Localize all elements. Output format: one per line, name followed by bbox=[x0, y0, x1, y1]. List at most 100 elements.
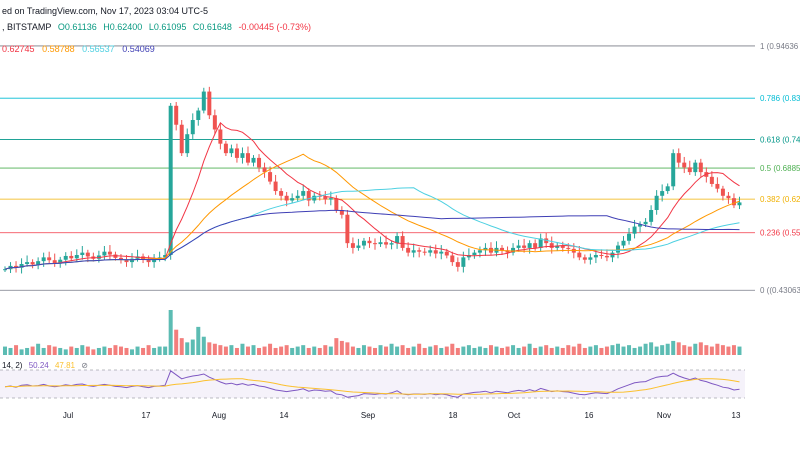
exchange-label: , BITSTAMP bbox=[2, 22, 52, 32]
candle-body bbox=[25, 262, 30, 264]
volume-bar bbox=[196, 326, 201, 355]
x-tick-label: 18 bbox=[449, 411, 458, 420]
volume-bar bbox=[433, 345, 438, 355]
rsi-legend: 14, 2) 50.24 47.81 ⊘ bbox=[2, 361, 92, 370]
volume-bar bbox=[709, 346, 714, 355]
candle-body bbox=[737, 202, 742, 206]
volume-bar bbox=[566, 345, 571, 355]
candle-body bbox=[671, 153, 676, 187]
volume-bar bbox=[682, 345, 687, 355]
volume-bar bbox=[130, 349, 135, 355]
volume-bar bbox=[52, 346, 57, 355]
candle-body bbox=[74, 255, 79, 259]
close-value: C0.61648 bbox=[192, 22, 232, 32]
volume-bar bbox=[627, 345, 632, 355]
candle-body bbox=[439, 251, 444, 254]
volume-bar bbox=[472, 347, 477, 355]
volume-bar bbox=[455, 347, 460, 355]
volume-bar bbox=[268, 343, 273, 355]
volume-bar bbox=[599, 347, 604, 355]
volume-bar bbox=[113, 345, 118, 355]
x-tick-label: Oct bbox=[508, 411, 521, 420]
ma1-value: 0.62745 bbox=[2, 44, 35, 54]
volume-bar bbox=[96, 347, 101, 355]
candle-body bbox=[511, 247, 516, 253]
candle-body bbox=[649, 210, 654, 222]
volume-bar bbox=[422, 347, 427, 355]
candle-body bbox=[593, 255, 598, 258]
volume-bar bbox=[417, 343, 422, 355]
volume-bar bbox=[141, 347, 146, 355]
volume-bar bbox=[163, 346, 168, 355]
candle-body bbox=[58, 259, 63, 264]
candle-body bbox=[549, 243, 554, 248]
candle-body bbox=[85, 252, 90, 257]
candle-body bbox=[118, 257, 123, 260]
candle-body bbox=[621, 240, 626, 246]
volume-bar bbox=[350, 346, 355, 355]
volume-bar bbox=[400, 345, 405, 355]
volume-bar bbox=[58, 347, 63, 355]
volume-bar bbox=[483, 347, 488, 355]
candle-body bbox=[461, 257, 466, 267]
candle-body bbox=[433, 250, 438, 254]
volume-bar bbox=[135, 346, 140, 355]
volume-bar bbox=[30, 346, 35, 355]
candle-body bbox=[378, 242, 383, 245]
volume-bar bbox=[500, 347, 505, 355]
volume-bar bbox=[477, 346, 482, 355]
rsi-hide-icon[interactable]: ⊘ bbox=[81, 361, 88, 370]
volume-bar bbox=[334, 338, 339, 355]
volume-bar bbox=[737, 346, 742, 355]
candle-body bbox=[477, 250, 482, 253]
volume-bar bbox=[262, 346, 267, 355]
volume-bar bbox=[555, 346, 560, 355]
x-tick-label: 17 bbox=[142, 411, 151, 420]
candle-body bbox=[615, 245, 620, 253]
candle-body bbox=[533, 243, 538, 248]
candle-body bbox=[3, 269, 7, 271]
candle-body bbox=[185, 134, 190, 154]
candle-body bbox=[218, 129, 223, 144]
symbol-header: , BITSTAMP O0.61136 H0.62400 L0.61095 C0… bbox=[2, 22, 315, 32]
volume-bar bbox=[538, 346, 543, 355]
volume-bar bbox=[245, 346, 250, 355]
candle-body bbox=[522, 245, 527, 248]
candle-body bbox=[245, 153, 250, 163]
volume-bar bbox=[588, 346, 593, 355]
x-tick-label: Nov bbox=[657, 411, 671, 420]
candle-body bbox=[345, 214, 350, 244]
volume-bar bbox=[582, 347, 587, 355]
candle-body bbox=[361, 240, 366, 246]
candle-body bbox=[301, 191, 306, 196]
candle-body bbox=[229, 148, 234, 154]
candle-body bbox=[599, 255, 604, 256]
candle-body bbox=[731, 198, 736, 206]
candle-body bbox=[682, 162, 687, 168]
volume-bar bbox=[91, 349, 96, 355]
candle-body bbox=[212, 115, 217, 130]
volume-bar bbox=[533, 347, 538, 355]
volume-bar bbox=[3, 346, 7, 355]
volume-bar bbox=[179, 338, 184, 355]
volume-bar bbox=[290, 347, 295, 355]
candle-body bbox=[334, 198, 339, 210]
candle-body bbox=[69, 255, 74, 259]
volume-bar bbox=[69, 346, 74, 355]
candle-body bbox=[146, 259, 151, 263]
candle-body bbox=[384, 242, 389, 245]
fib-label-4: 0.382 (0.623 bbox=[760, 195, 800, 204]
volume-bar bbox=[301, 345, 306, 355]
ma1-line bbox=[4, 121, 740, 270]
volume-bar bbox=[704, 345, 709, 355]
volume-bar bbox=[676, 342, 681, 355]
volume-bar bbox=[516, 347, 521, 355]
volume-bar bbox=[174, 329, 179, 355]
volume-bar bbox=[610, 345, 615, 355]
candle-body bbox=[63, 255, 68, 260]
volume-bar bbox=[604, 346, 609, 355]
candle-body bbox=[36, 261, 41, 265]
x-tick-label: Sep bbox=[361, 411, 376, 420]
volume-bar bbox=[19, 349, 24, 355]
